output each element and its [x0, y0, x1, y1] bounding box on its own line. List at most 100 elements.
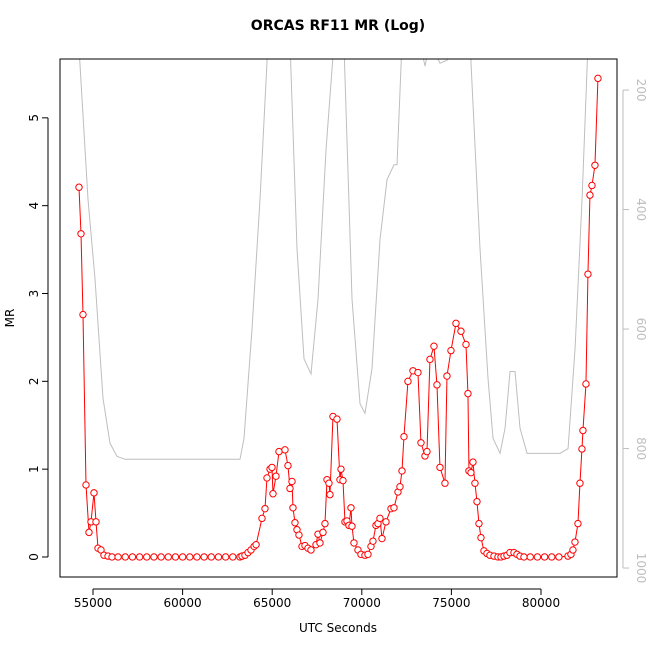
- data-point: [390, 504, 398, 512]
- data-point: [263, 474, 271, 482]
- data-point: [396, 483, 404, 491]
- data-point: [467, 468, 475, 477]
- data-point: [417, 439, 425, 447]
- plot-box: [59, 58, 618, 578]
- data-point: [316, 539, 324, 547]
- chart-title: ORCAS RF11 MR (Log): [251, 18, 425, 34]
- data-point: [252, 540, 260, 549]
- data-point: [526, 553, 534, 561]
- data-point: [121, 553, 129, 561]
- data-point: [186, 553, 194, 561]
- data-point: [221, 553, 230, 561]
- data-point: [423, 447, 431, 456]
- data-point: [90, 489, 98, 497]
- x-tick-label: 65000: [253, 596, 291, 610]
- data-point: [378, 534, 386, 543]
- y-tick-label: 3: [27, 290, 41, 298]
- data-point: [579, 426, 587, 435]
- y2-tick-label: 1000: [634, 553, 648, 584]
- y-tick-label: 0: [27, 553, 41, 561]
- data-point: [571, 538, 579, 546]
- data-point: [548, 553, 556, 561]
- data-point: [364, 550, 372, 559]
- data-point: [574, 519, 582, 528]
- y-tick-label: 4: [27, 202, 41, 210]
- data-point: [326, 490, 334, 499]
- data-point: [229, 553, 237, 561]
- data-point: [82, 481, 90, 489]
- y-tick-label: 5: [27, 114, 41, 122]
- data-point: [404, 377, 412, 386]
- data-point: [157, 553, 165, 561]
- data-point: [178, 553, 187, 561]
- data-point: [447, 346, 455, 355]
- data-point: [275, 447, 283, 456]
- data-point: [347, 504, 355, 512]
- data-point: [588, 181, 596, 190]
- data-point: [520, 553, 528, 561]
- data-point: [281, 446, 289, 454]
- data-point: [164, 553, 172, 561]
- data-point: [473, 497, 481, 506]
- data-point: [291, 519, 299, 527]
- data-point: [464, 389, 472, 398]
- data-point: [452, 319, 460, 328]
- data-point: [369, 537, 377, 545]
- data-point: [108, 553, 116, 561]
- data-point: [594, 74, 602, 83]
- data-point: [462, 340, 470, 349]
- data-point: [584, 270, 592, 278]
- data-point: [400, 432, 408, 441]
- data-point: [289, 504, 297, 512]
- data-point: [171, 553, 180, 561]
- data-point: [475, 519, 483, 528]
- data-point: [382, 518, 390, 526]
- data-point: [214, 553, 223, 561]
- data-point: [569, 546, 577, 554]
- data-point: [555, 553, 563, 561]
- data-point: [430, 342, 438, 350]
- x-tick-label: 60000: [164, 596, 202, 610]
- data-point: [85, 528, 93, 537]
- data-point: [193, 553, 201, 561]
- data-point: [436, 463, 444, 472]
- x-tick-label: 75000: [432, 596, 470, 610]
- data-point: [433, 381, 441, 389]
- data-point: [286, 484, 294, 493]
- plot-area: [75, 59, 602, 561]
- data-point: [307, 546, 315, 554]
- data-point: [128, 553, 137, 561]
- data-point: [321, 519, 329, 528]
- data-point: [150, 553, 158, 561]
- data-point: [578, 445, 586, 453]
- x-tick-label: 55000: [74, 596, 112, 610]
- data-point: [471, 479, 479, 487]
- data-point: [469, 458, 477, 466]
- data-point: [325, 479, 333, 487]
- data-point: [319, 528, 327, 537]
- data-point: [339, 476, 347, 485]
- data-point: [92, 518, 100, 526]
- data-point: [350, 539, 358, 547]
- data-point: [441, 479, 449, 487]
- data-point: [348, 522, 356, 530]
- data-point: [200, 553, 208, 561]
- y-tick-label: 1: [27, 465, 41, 473]
- data-point: [284, 461, 292, 470]
- data-point: [376, 514, 384, 523]
- data-point: [268, 463, 276, 472]
- data-point: [586, 191, 594, 199]
- data-point: [135, 553, 144, 561]
- data-point: [77, 230, 85, 238]
- data-point: [398, 467, 406, 475]
- data-point: [426, 355, 434, 364]
- data-point: [414, 368, 422, 377]
- data-point: [576, 479, 584, 487]
- series-line: [79, 59, 588, 460]
- data-point: [295, 531, 303, 539]
- y2-tick-label: 400: [634, 198, 648, 221]
- data-point: [207, 553, 215, 561]
